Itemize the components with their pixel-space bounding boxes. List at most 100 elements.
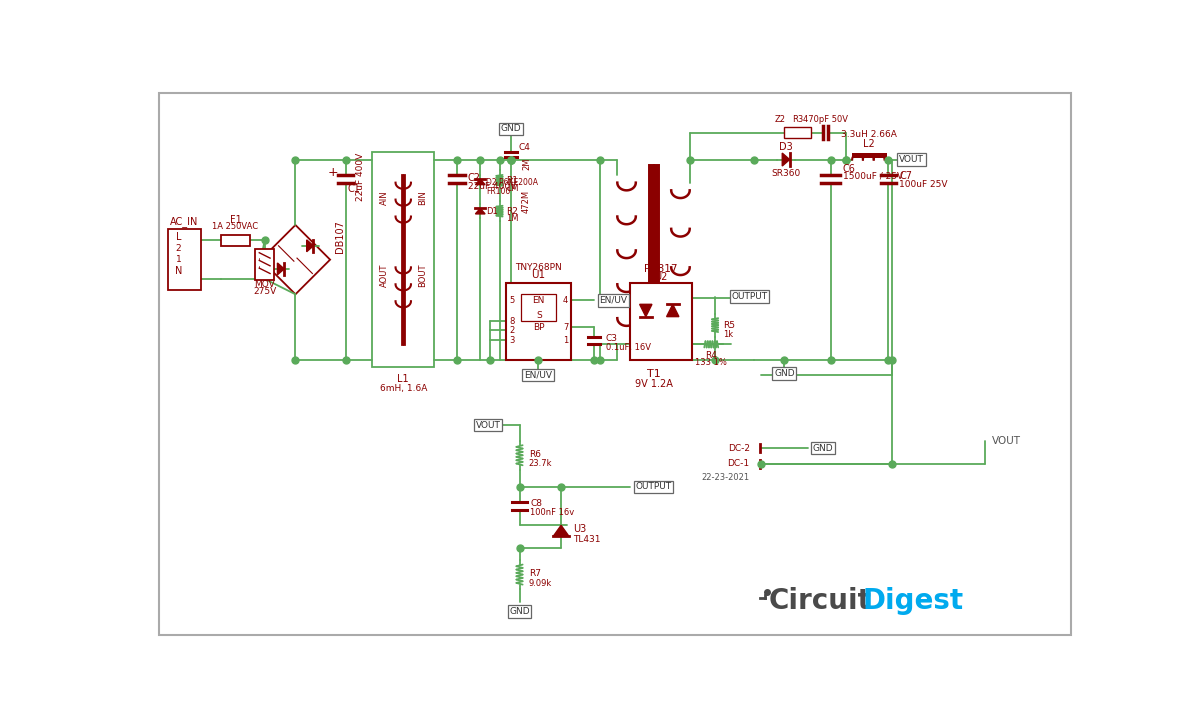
Text: TNY268PN: TNY268PN: [515, 263, 562, 272]
Text: L2: L2: [863, 139, 875, 149]
FancyBboxPatch shape: [168, 229, 200, 290]
Text: DB107: DB107: [335, 220, 346, 253]
Text: 3: 3: [509, 336, 515, 345]
Text: 1A 250VAC: 1A 250VAC: [212, 222, 258, 231]
Text: 0.1uF, 16V: 0.1uF, 16V: [606, 343, 650, 352]
Text: C4: C4: [518, 143, 530, 152]
Text: L1: L1: [397, 374, 409, 384]
Text: 22uF 400V: 22uF 400V: [468, 182, 516, 191]
Text: 1M: 1M: [505, 184, 518, 192]
Text: 1: 1: [563, 336, 569, 345]
Text: C8: C8: [530, 499, 542, 508]
Text: 5: 5: [509, 296, 515, 305]
Text: 470pF 50V: 470pF 50V: [803, 115, 847, 124]
FancyBboxPatch shape: [505, 283, 571, 360]
Text: 7: 7: [563, 323, 569, 332]
Text: DC-1: DC-1: [727, 459, 750, 468]
Text: D3: D3: [779, 143, 793, 152]
Text: 1: 1: [175, 255, 181, 264]
Text: S: S: [536, 310, 541, 320]
FancyBboxPatch shape: [852, 153, 887, 158]
Text: C1: C1: [348, 184, 361, 194]
Text: BIN: BIN: [418, 191, 427, 205]
Text: 3.3uH 2.66A: 3.3uH 2.66A: [841, 130, 898, 140]
Text: C3: C3: [606, 333, 618, 343]
Text: 8: 8: [509, 317, 515, 325]
Text: MOV: MOV: [254, 280, 275, 289]
Text: 4: 4: [563, 296, 569, 305]
Polygon shape: [666, 305, 679, 317]
Text: L: L: [175, 232, 181, 241]
Text: 9V 1.2A: 9V 1.2A: [635, 379, 672, 390]
Text: BOUT: BOUT: [418, 264, 427, 287]
Text: 9.09k: 9.09k: [529, 579, 552, 588]
Text: D2 P6KE200A: D2 P6KE200A: [486, 178, 539, 187]
Text: F1: F1: [229, 215, 241, 225]
Text: R4: R4: [706, 351, 718, 359]
Text: 23.7k: 23.7k: [529, 459, 552, 468]
Text: C6: C6: [842, 163, 856, 174]
Text: SR360: SR360: [772, 169, 800, 178]
Text: R3: R3: [792, 115, 803, 124]
Text: Digest: Digest: [862, 587, 964, 615]
Text: AIN: AIN: [379, 191, 389, 205]
Text: BP: BP: [533, 323, 545, 332]
Polygon shape: [475, 208, 485, 214]
Text: GND: GND: [774, 369, 794, 378]
Text: GND: GND: [500, 125, 521, 133]
Text: 1500uF / 25V: 1500uF / 25V: [842, 172, 904, 181]
Text: U2: U2: [654, 271, 668, 282]
Text: OUTPUT: OUTPUT: [636, 482, 672, 491]
Polygon shape: [475, 179, 485, 184]
Polygon shape: [553, 526, 569, 536]
Text: OUTPUT: OUTPUT: [732, 292, 768, 301]
Text: 133 1%: 133 1%: [695, 359, 727, 367]
Text: DC-2: DC-2: [727, 444, 750, 453]
Polygon shape: [277, 263, 284, 275]
Text: 100uF 25V: 100uF 25V: [899, 181, 948, 189]
FancyBboxPatch shape: [785, 127, 811, 138]
Text: U1: U1: [530, 270, 545, 280]
Text: VOUT: VOUT: [475, 420, 500, 430]
FancyBboxPatch shape: [521, 294, 556, 321]
Text: EN/UV: EN/UV: [600, 296, 628, 305]
Text: U3: U3: [572, 524, 586, 534]
Text: T1: T1: [647, 369, 660, 379]
Text: PC817: PC817: [644, 264, 678, 274]
Text: 22uF 400V: 22uF 400V: [356, 153, 365, 201]
Text: 1k: 1k: [722, 330, 733, 339]
Text: EN/UV: EN/UV: [524, 371, 552, 379]
Polygon shape: [640, 305, 652, 317]
FancyBboxPatch shape: [160, 93, 1070, 634]
Text: 472M: 472M: [522, 190, 530, 213]
Text: +: +: [328, 166, 338, 179]
Text: Circuit: Circuit: [769, 587, 872, 615]
FancyBboxPatch shape: [256, 249, 274, 279]
Text: FR106: FR106: [486, 187, 511, 197]
Text: C2: C2: [468, 173, 481, 183]
Text: TL431: TL431: [572, 535, 600, 544]
Text: N: N: [175, 266, 182, 276]
Text: 100nF 16v: 100nF 16v: [530, 508, 575, 518]
Text: VOUT: VOUT: [899, 155, 924, 164]
Text: EN: EN: [533, 296, 545, 305]
Text: GND: GND: [812, 444, 833, 453]
Text: AOUT: AOUT: [379, 264, 389, 287]
Text: C7: C7: [899, 171, 912, 181]
Text: Z2: Z2: [775, 115, 786, 124]
Polygon shape: [260, 225, 330, 294]
Polygon shape: [307, 240, 313, 252]
Text: 22-23-2021: 22-23-2021: [702, 473, 750, 482]
Text: 2: 2: [175, 243, 181, 253]
Text: R5: R5: [722, 320, 734, 330]
Text: GND: GND: [509, 607, 530, 616]
Text: 1M: 1M: [505, 215, 518, 223]
Text: 2: 2: [509, 326, 515, 335]
Text: R1: R1: [505, 176, 517, 185]
Text: AC_IN: AC_IN: [170, 216, 199, 227]
FancyBboxPatch shape: [372, 152, 434, 367]
FancyBboxPatch shape: [221, 235, 250, 246]
Text: R7: R7: [529, 570, 541, 578]
Text: R2: R2: [505, 207, 517, 215]
FancyBboxPatch shape: [630, 283, 692, 360]
